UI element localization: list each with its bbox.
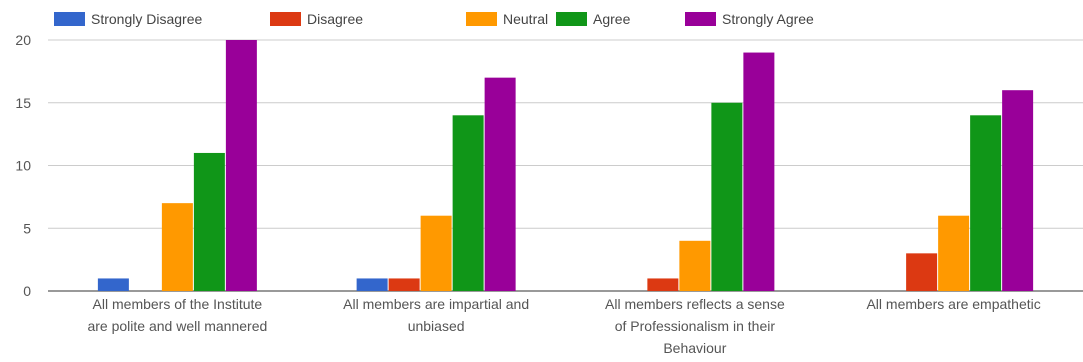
x-axis: All members of the Institute are polite a… <box>87 296 1040 356</box>
legend-label: Agree <box>593 11 631 27</box>
legend-item-agree[interactable]: Agree <box>556 11 631 27</box>
category-label: All members reflects a sense of Professio… <box>605 296 785 356</box>
category-label-line: All members reflects a sense <box>605 296 785 312</box>
y-tick-label: 20 <box>15 32 31 48</box>
bar-disagree[interactable] <box>906 253 938 291</box>
bar-agree[interactable] <box>193 152 225 291</box>
legend-label: Neutral <box>503 11 548 27</box>
bar-strongly-disagree[interactable] <box>97 278 129 291</box>
y-axis: 0 5 10 15 20 <box>15 32 31 299</box>
legend-item-neutral[interactable]: Neutral <box>466 11 548 27</box>
bar-agree[interactable] <box>711 102 743 291</box>
bar-strongly-agree[interactable] <box>1002 90 1034 291</box>
legend: Strongly Disagree Disagree Neutral Agree Str… <box>54 11 814 27</box>
legend-label: Disagree <box>307 11 363 27</box>
bar-disagree[interactable] <box>388 278 420 291</box>
bar-agree[interactable] <box>452 115 484 291</box>
bar-strongly-disagree[interactable] <box>356 278 388 291</box>
legend-swatch <box>556 12 587 26</box>
legend-swatch <box>685 12 716 26</box>
category-label-line: All members of the Institute <box>93 296 263 312</box>
bar-strongly-agree[interactable] <box>743 52 775 291</box>
category-label-line: of Professionalism in their <box>615 318 776 334</box>
legend-item-strongly-agree[interactable]: Strongly Agree <box>685 11 814 27</box>
category-label: All members of the Institute are polite a… <box>87 296 267 334</box>
category-label: All members are empathetic <box>866 296 1040 312</box>
y-tick-label: 5 <box>23 220 31 236</box>
bar-strongly-agree[interactable] <box>225 40 257 291</box>
bar-neutral[interactable] <box>679 240 711 291</box>
y-tick-label: 0 <box>23 283 31 299</box>
category-label-line: All members are empathetic <box>866 296 1040 312</box>
legend-label: Strongly Agree <box>722 11 814 27</box>
category-label-line: unbiased <box>408 318 465 334</box>
bars <box>97 40 1034 292</box>
bar-strongly-agree[interactable] <box>484 77 516 292</box>
bar-agree[interactable] <box>970 115 1002 291</box>
bar-disagree[interactable] <box>647 278 679 291</box>
bar-neutral[interactable] <box>161 203 193 291</box>
category-label-line: All members are impartial and <box>343 296 529 312</box>
legend-item-strongly-disagree[interactable]: Strongly Disagree <box>54 11 202 27</box>
category-label-line: are polite and well mannered <box>87 318 267 334</box>
category-label-line: Behaviour <box>663 340 726 356</box>
bar-neutral[interactable] <box>938 215 970 291</box>
bar-neutral[interactable] <box>420 215 452 291</box>
legend-swatch <box>466 12 497 26</box>
legend-swatch <box>270 12 301 26</box>
legend-swatch <box>54 12 85 26</box>
y-tick-label: 10 <box>15 158 31 174</box>
legend-label: Strongly Disagree <box>91 11 202 27</box>
legend-item-disagree[interactable]: Disagree <box>270 11 363 27</box>
category-label: All members are impartial and unbiased <box>343 296 529 334</box>
y-tick-label: 15 <box>15 95 31 111</box>
